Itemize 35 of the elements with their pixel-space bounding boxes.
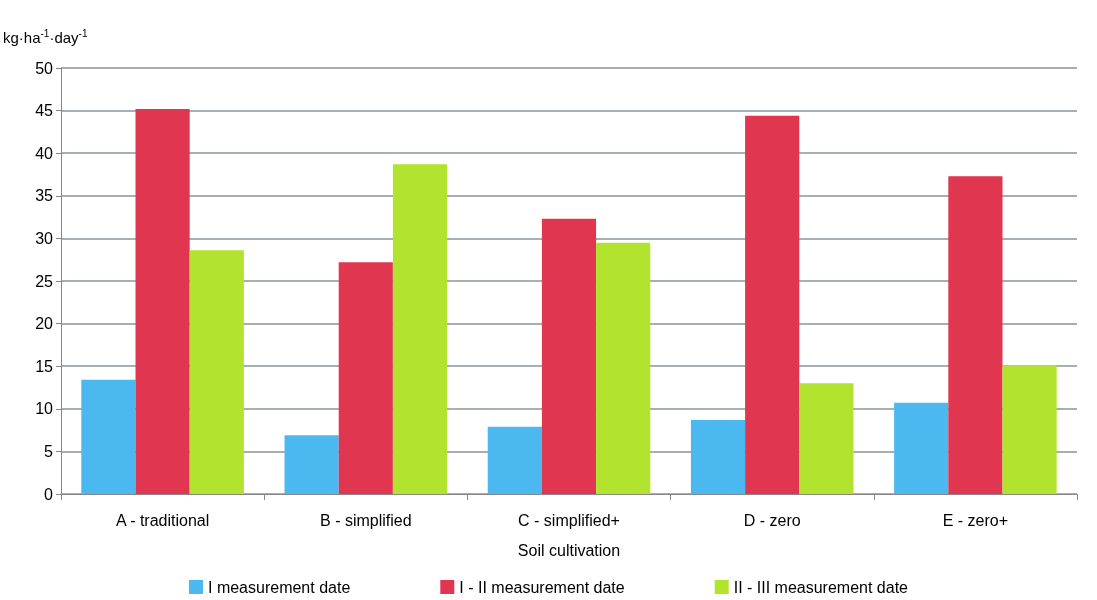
x-tick-label: A - traditional [115, 511, 210, 529]
x-tick-label: C - simplified+ [518, 511, 620, 529]
legend-label: II - III measurement date [733, 578, 909, 596]
y-tick-label: 5 [44, 442, 54, 460]
bar [948, 176, 1003, 494]
bar [1002, 365, 1057, 494]
y-tick-label: 45 [35, 102, 54, 120]
legend-label: I measurement date [208, 578, 351, 596]
x-tick-label: E - zero+ [942, 511, 1009, 529]
y-tick-label: 30 [35, 229, 54, 247]
x-tick-label: D - zero [743, 511, 801, 529]
y-tick-label: 0 [44, 485, 54, 503]
bar [284, 435, 339, 494]
bar [487, 426, 542, 494]
bar [135, 108, 190, 494]
y-tick-label: 40 [35, 144, 54, 162]
y-tick-label: 25 [35, 272, 54, 290]
y-tick-label: 35 [35, 187, 54, 205]
bar [392, 164, 448, 494]
x-axis-title: Soil cultivation [517, 541, 621, 559]
bar [338, 262, 393, 494]
y-tick-label: 15 [35, 357, 54, 375]
bar [745, 115, 800, 494]
bar [596, 242, 651, 494]
bar [541, 218, 597, 494]
x-tick-label: B - simplified [320, 511, 412, 529]
bar [799, 383, 854, 494]
bar [690, 419, 746, 494]
legend-label: I - II measurement date [459, 578, 625, 596]
y-tick-label: 20 [35, 315, 54, 333]
bar [81, 379, 136, 494]
bar [894, 402, 949, 494]
y-tick-label: 50 [35, 59, 54, 77]
y-tick-label: 10 [35, 400, 54, 418]
bar [189, 250, 244, 494]
